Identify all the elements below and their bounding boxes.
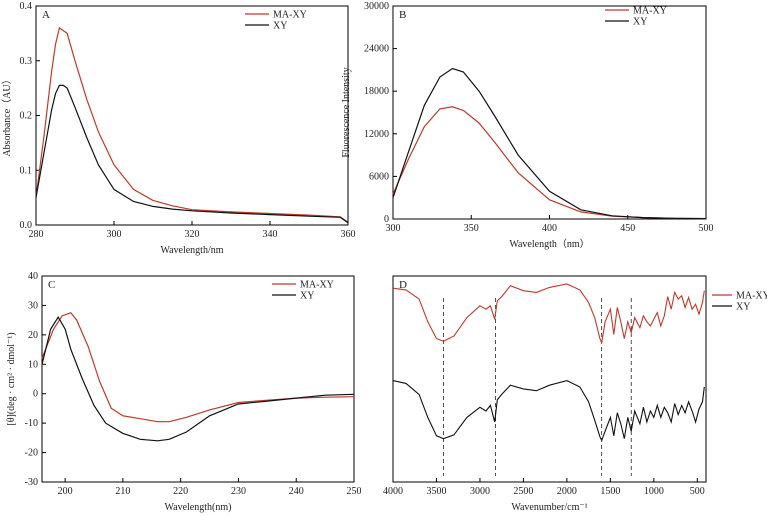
panel-a-ytick-label: 0.0 (20, 220, 33, 231)
panel-d-xtick-label: 2000 (557, 486, 577, 497)
panel-b-xtick-label: 350 (464, 223, 479, 234)
panel-b-ylabel: Fluorescence Intensity (341, 67, 352, 157)
panel-a-legend-label: MA-XY (273, 10, 307, 21)
panel-d-xtick-label: 3000 (470, 486, 490, 497)
panel-a-xlabel: Wavelength/nm (160, 245, 223, 256)
panel-d-xtick-label: 3500 (426, 486, 446, 497)
panel-a-xtick-label: 320 (185, 229, 200, 240)
panel-c-xtick-label: 220 (173, 486, 188, 497)
panel-a-xtick-label: 300 (107, 229, 122, 240)
panel-b-legend-label: MA-XY (633, 6, 667, 17)
panel-b-xlabel: Wavelength（nm） (509, 238, 589, 250)
panel-d-xlabel: Wavenumber/cm⁻¹ (511, 502, 587, 513)
panel-d-legend-label: XY (736, 302, 750, 313)
panel-b-xtick-label: 450 (620, 223, 635, 234)
panel-a-label: A (42, 9, 50, 21)
panel-a-ytick-label: 0.1 (20, 165, 33, 176)
panel-b-xtick-label: 400 (542, 223, 557, 234)
panel-d-xtick-label: 1000 (644, 486, 664, 497)
panel-c-ytick-label: -10 (25, 418, 38, 429)
panel-d-xtick-label: 4000 (383, 486, 403, 497)
panel-d-xtick-label: 1500 (600, 486, 620, 497)
panel-b-ytick-label: 12000 (364, 129, 389, 140)
panel-c-xtick-label: 210 (115, 486, 130, 497)
panel-c-xtick-label: 250 (347, 486, 362, 497)
panel-a-xtick-label: 360 (341, 229, 356, 240)
panel-c-legend-label: MA-XY (300, 280, 334, 291)
panel-c-ylabel: [θ](deg · cm² · dmol⁻¹) (6, 332, 17, 425)
panel-b-ytick-label: 30000 (364, 1, 389, 12)
panel-b-label: B (399, 9, 406, 21)
panel-c-series-ma-xy (41, 312, 355, 423)
panel-c-xlabel: Wavelength(nm) (165, 502, 232, 513)
panel-c-xtick-label: 200 (58, 486, 73, 497)
panel-c-ytick-label: -20 (25, 448, 38, 459)
panel-b-frame (392, 5, 707, 220)
panel-d-frame (392, 275, 707, 483)
panel-a-ylabel: Absorbance（AU） (1, 74, 13, 156)
panel-a-xtick-label: 340 (263, 229, 278, 240)
panel-a-xtick-label: 280 (29, 229, 44, 240)
panel-b-ytick-label: 6000 (369, 171, 389, 182)
panel-a-ytick-label: 0.2 (20, 111, 33, 122)
panel-b-xtick-label: 300 (386, 223, 401, 234)
panel-a-legend-label: XY (273, 21, 287, 32)
panel-b-series-ma-xy (392, 106, 707, 220)
panel-c-series-xy (41, 316, 355, 442)
panel-c-ytick-label: 20 (28, 330, 38, 341)
panel-d-series-xy (392, 380, 705, 442)
panel-a-ytick-label: 0.4 (20, 1, 33, 12)
panel-a-ytick-label: 0.3 (20, 56, 33, 67)
panel-b-legend-label: XY (633, 17, 647, 28)
panel-c-legend-label: XY (300, 291, 314, 302)
panel-b-series-xy (392, 67, 707, 220)
panel-a-frame (35, 5, 349, 226)
panel-a-series-ma-xy (35, 26, 349, 223)
panel-d-series-ma-xy (392, 283, 705, 345)
panel-b-ytick-label: 0 (384, 214, 389, 225)
panel-b-ytick-label: 24000 (364, 44, 389, 55)
panel-d-label: D (399, 279, 407, 291)
panel-c-xtick-label: 240 (289, 486, 304, 497)
panel-c-frame (41, 275, 355, 483)
panel-c-ytick-label: -30 (25, 477, 38, 488)
panel-c-xtick-label: 230 (231, 486, 246, 497)
panel-c-label: C (48, 279, 55, 291)
panel-b-xtick-label: 500 (699, 223, 714, 234)
panel-b-ytick-label: 18000 (364, 86, 389, 97)
panel-c-ytick-label: 30 (28, 300, 38, 311)
panel-d-xtick-label: 500 (690, 486, 705, 497)
panel-a-series-xy (35, 84, 349, 224)
panel-c-ytick-label: 10 (28, 359, 38, 370)
panel-c-ytick-label: 0 (33, 389, 38, 400)
panel-c-ytick-label: 40 (28, 271, 38, 282)
panel-d-legend-label: MA-XY (736, 291, 767, 302)
panel-d-xtick-label: 2500 (513, 486, 533, 497)
